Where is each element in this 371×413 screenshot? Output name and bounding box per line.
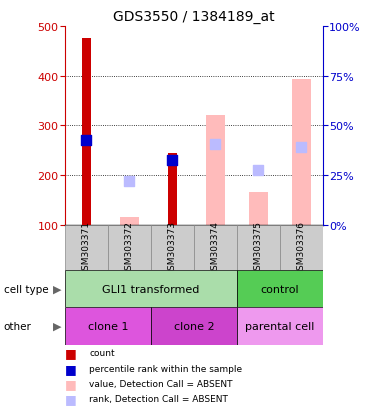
- Point: [170, 157, 175, 164]
- Text: count: count: [89, 349, 115, 358]
- Text: clone 1: clone 1: [88, 321, 128, 331]
- Text: GSM303374: GSM303374: [211, 221, 220, 275]
- Point: [212, 141, 218, 147]
- Bar: [108, 225, 151, 271]
- Point: [127, 178, 132, 185]
- Title: GDS3550 / 1384189_at: GDS3550 / 1384189_at: [113, 10, 275, 24]
- Text: GSM303375: GSM303375: [254, 221, 263, 275]
- Bar: [151, 225, 194, 271]
- Text: control: control: [260, 284, 299, 294]
- Text: value, Detection Call = ABSENT: value, Detection Call = ABSENT: [89, 379, 233, 388]
- Text: GSM303372: GSM303372: [125, 221, 134, 275]
- Bar: [65, 271, 237, 308]
- Bar: [120, 218, 139, 225]
- Text: ■: ■: [65, 392, 77, 406]
- Text: clone 2: clone 2: [174, 321, 214, 331]
- Bar: [65, 308, 151, 345]
- Text: GSM303371: GSM303371: [82, 221, 91, 275]
- Bar: [237, 225, 280, 271]
- Bar: [82, 39, 91, 225]
- Point: [298, 144, 304, 151]
- Point: [83, 138, 89, 144]
- Text: GLI1 transformed: GLI1 transformed: [102, 284, 200, 294]
- Text: ■: ■: [65, 377, 77, 390]
- Bar: [194, 225, 237, 271]
- Text: cell type: cell type: [4, 284, 48, 294]
- Text: ▶: ▶: [53, 284, 62, 294]
- Text: GSM303376: GSM303376: [297, 221, 306, 275]
- Bar: [206, 116, 225, 225]
- Text: parental cell: parental cell: [245, 321, 315, 331]
- Bar: [65, 225, 108, 271]
- Text: rank, Detection Call = ABSENT: rank, Detection Call = ABSENT: [89, 394, 228, 404]
- Bar: [249, 193, 268, 225]
- Bar: [280, 225, 323, 271]
- Text: percentile rank within the sample: percentile rank within the sample: [89, 364, 242, 373]
- Point: [255, 167, 261, 174]
- Bar: [168, 153, 177, 225]
- Bar: [237, 308, 323, 345]
- Text: other: other: [4, 321, 32, 331]
- Bar: [151, 308, 237, 345]
- Text: ■: ■: [65, 362, 77, 375]
- Text: ■: ■: [65, 347, 77, 360]
- Text: ▶: ▶: [53, 321, 62, 331]
- Bar: [237, 271, 323, 308]
- Bar: [292, 80, 311, 225]
- Text: GSM303373: GSM303373: [168, 221, 177, 275]
